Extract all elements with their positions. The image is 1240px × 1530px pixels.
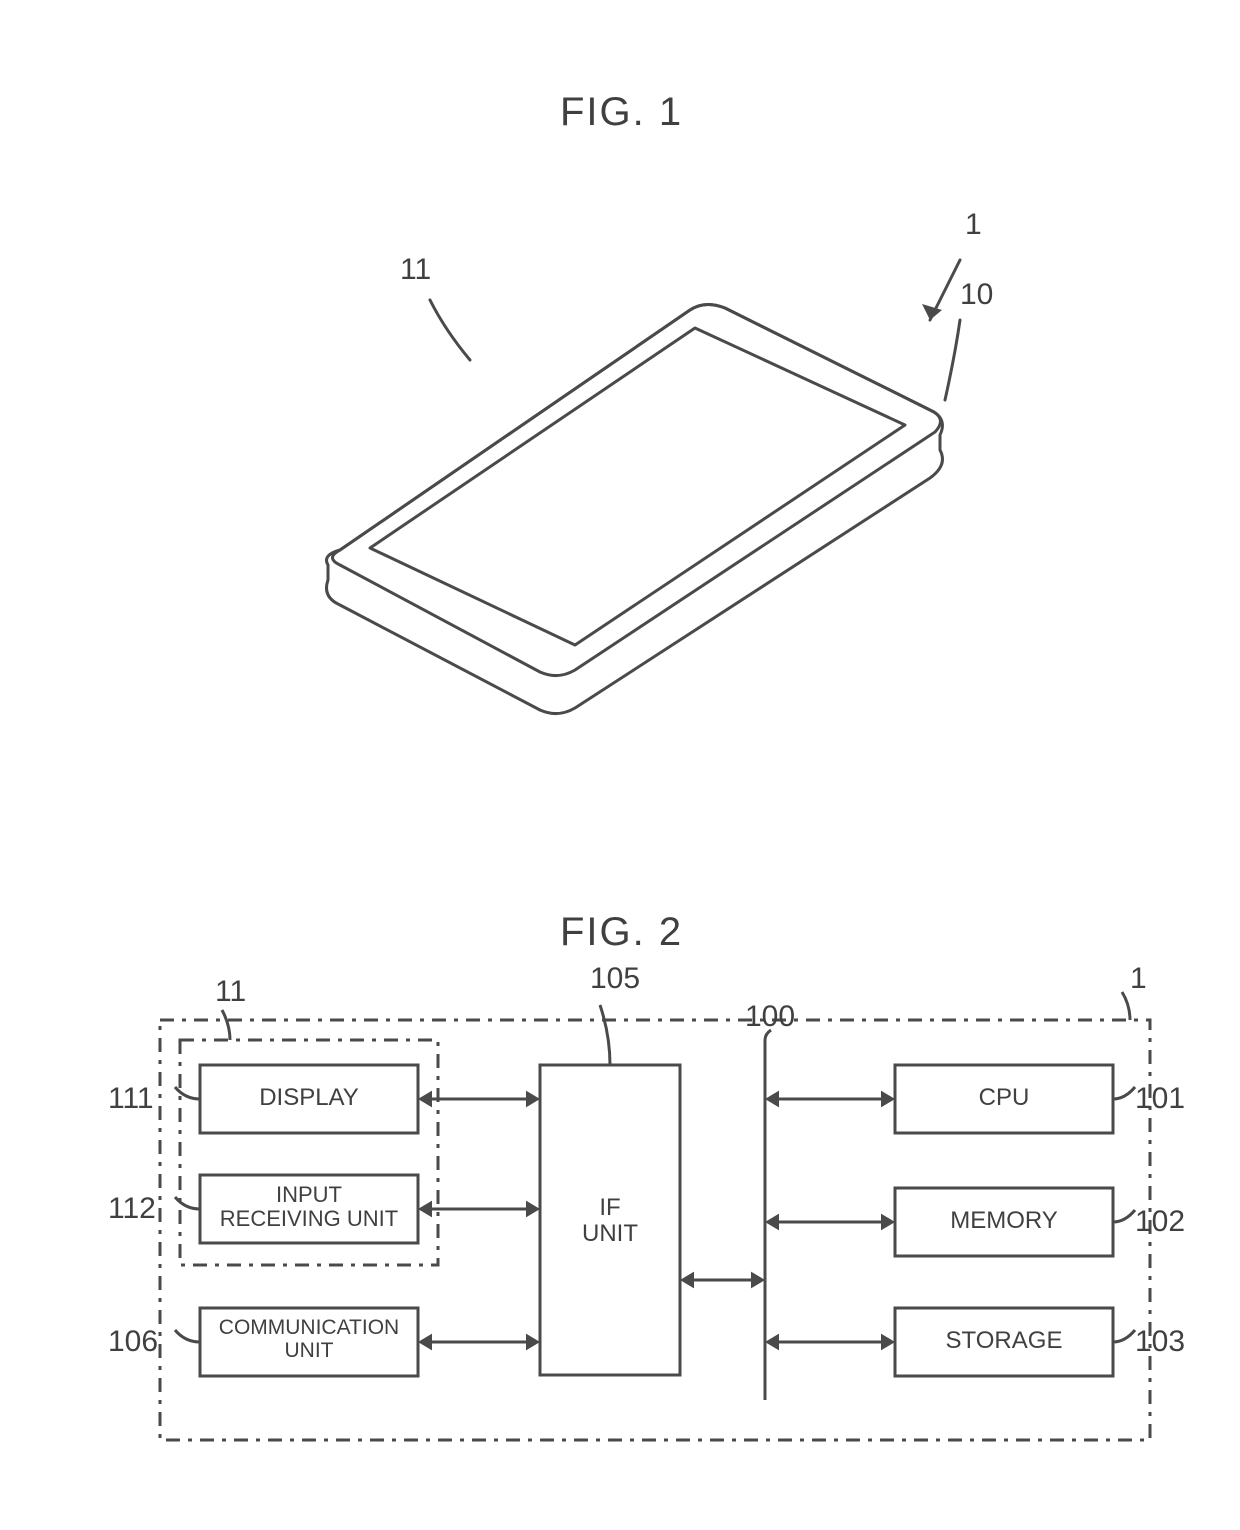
- block-label-cpu: CPU: [895, 1085, 1113, 1111]
- ref-102: 102: [1135, 1205, 1185, 1239]
- ref-106: 106: [108, 1325, 158, 1359]
- ref-103: 103: [1135, 1325, 1185, 1359]
- ref-112: 112: [108, 1192, 156, 1226]
- ref-101: 101: [1135, 1082, 1185, 1116]
- ref-111: 111: [108, 1082, 154, 1116]
- ref-1: 1: [1130, 962, 1147, 996]
- block-label-ifunit: IFUNIT: [540, 1195, 680, 1248]
- block-label-input: INPUTRECEIVING UNIT: [200, 1183, 418, 1231]
- block-label-memory: MEMORY: [895, 1208, 1113, 1234]
- block-label-comm: COMMUNICATIONUNIT: [200, 1316, 418, 1362]
- block-label-display: DISPLAY: [200, 1085, 418, 1111]
- block-label-storage: STORAGE: [895, 1328, 1113, 1354]
- ref-105: 105: [590, 962, 640, 996]
- fig2-svg: [0, 0, 1240, 1530]
- ref-11: 11: [215, 975, 246, 1009]
- ref-100: 100: [745, 1000, 795, 1034]
